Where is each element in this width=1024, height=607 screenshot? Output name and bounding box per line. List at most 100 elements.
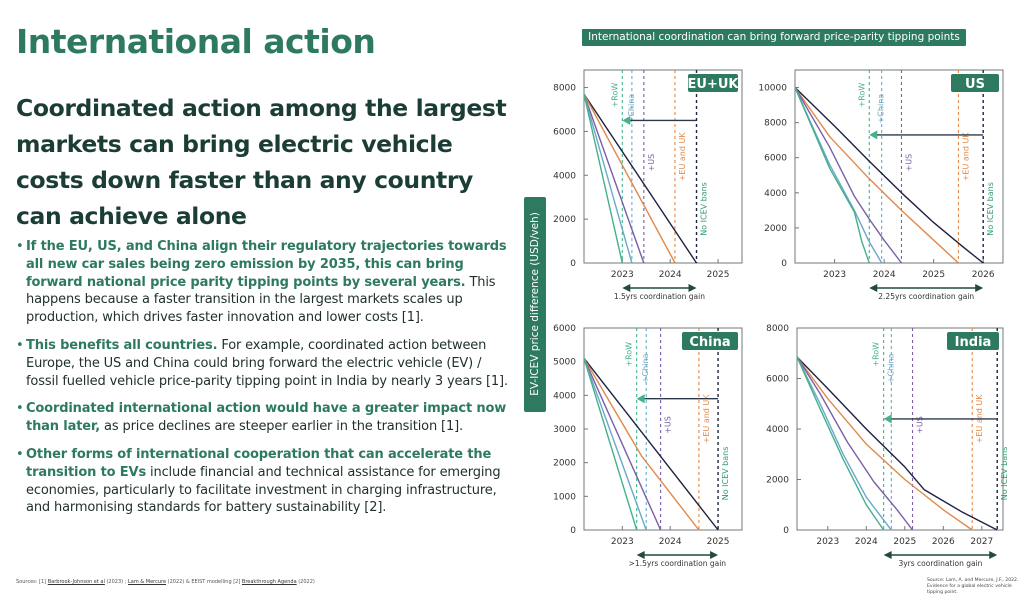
series-line — [583, 93, 645, 264]
x-tick-label: 2026 — [932, 537, 955, 547]
series-line — [583, 358, 638, 531]
bullet-highlight: This benefits all countries. — [26, 337, 218, 353]
tipping-line-label: +RoW — [610, 83, 619, 108]
figure-source-note: Source: Lam, A. and Mercure, J.F., 2022.… — [927, 578, 1019, 595]
series-line — [794, 87, 883, 264]
gain-arrow-right-icon — [975, 284, 984, 292]
y-tick-label: 6000 — [764, 154, 787, 164]
chart-panel-india: 0 2000 4000 6000 8000 2023 2024 2025 2026 2027 +Ro… — [766, 324, 1009, 568]
arrow-head-icon — [883, 414, 892, 424]
y-tick-label: 2000 — [553, 215, 576, 225]
bullet-text: This happens because a faster transition… — [26, 274, 496, 326]
tipping-line-label: +EU and UK — [961, 132, 970, 182]
tipping-line-label: +EU and UK — [702, 394, 711, 444]
tipping-line-label: +RoW — [625, 342, 634, 367]
source-link-barbrook[interactable]: Barbrook-Johnson et al — [47, 579, 105, 585]
bullet-text: include financial and technical assistan… — [26, 464, 501, 516]
y-tick-label: 6000 — [553, 127, 576, 137]
y-tick-label: 2000 — [553, 459, 576, 469]
bullet-item: If the EU, US, and China align their reg… — [16, 238, 516, 327]
tipping-line-label: No ICEV bans — [721, 447, 730, 501]
country-badge — [947, 332, 999, 350]
y-tick-label: 8000 — [553, 84, 576, 94]
series-line — [583, 93, 633, 264]
bullet-item: This benefits all countries. For example… — [16, 337, 516, 390]
tipping-line-label: No ICEV bans — [986, 182, 995, 236]
bullet-text: For example, coordinated action between … — [26, 337, 508, 389]
y-tick-label: 4000 — [553, 171, 576, 181]
tipping-line-label: +US — [647, 154, 656, 172]
series-line — [583, 358, 647, 531]
gain-arrow-right-icon — [710, 551, 719, 559]
y-tick-label: 3000 — [553, 425, 576, 435]
source-link-breakthrough[interactable]: Breakthrough Agenda — [241, 579, 297, 585]
series-line — [794, 87, 959, 264]
y-tick-label: 0 — [783, 526, 789, 536]
x-tick-label: 2025 — [893, 537, 916, 547]
series-line — [583, 358, 662, 531]
chart-panel-us: 0 2000 4000 6000 8000 10000 2023 2024 2025 2026 +R… — [758, 69, 1004, 301]
tipping-line-label: +China — [627, 94, 636, 124]
y-tick-label: 6000 — [553, 324, 576, 334]
bullet-list: If the EU, US, and China align their reg… — [16, 238, 516, 527]
sources-prefix: Sources: [1] — [16, 579, 48, 585]
series-line — [796, 356, 973, 531]
tipping-line-label: +US — [904, 154, 913, 172]
page-subtitle: Coordinated action among the largest mar… — [16, 94, 507, 230]
coordination-gain-label: 1.5yrs coordination gain — [614, 292, 705, 301]
series-line — [583, 357, 719, 531]
sources-footnote: Sources: [1] Barbrook-Johnson et al (202… — [16, 579, 315, 585]
sources-text: (2022) & EEIST modelling [2] — [166, 579, 242, 585]
y-tick-label: 4000 — [764, 189, 787, 199]
series-line — [796, 356, 892, 531]
y-tick-label: 4000 — [766, 425, 789, 435]
y-tick-label: 8000 — [764, 119, 787, 129]
tipping-line-label: +US — [664, 416, 673, 434]
country-badge — [951, 74, 999, 92]
chart-panel-eu-uk: 0 2000 4000 6000 8000 2023 2024 2025 +RoW +China +… — [553, 69, 743, 301]
bullet-item: Other forms of international cooperation… — [16, 446, 516, 517]
gain-arrow-left-icon — [869, 284, 878, 292]
gain-arrow-right-icon — [688, 284, 697, 292]
series-line — [583, 357, 700, 531]
series-line — [796, 356, 885, 531]
plot-frame — [583, 69, 743, 264]
series-line — [794, 87, 903, 264]
arrow-head-icon — [869, 130, 878, 140]
y-tick-label: 0 — [570, 526, 576, 536]
x-tick-label: 2024 — [659, 537, 682, 547]
tipping-line-label: +China — [886, 354, 895, 384]
country-badge-label: US — [965, 77, 985, 92]
series-line — [794, 87, 870, 264]
gain-arrow-right-icon — [989, 551, 998, 559]
y-tick-label: 4000 — [553, 391, 576, 401]
arrow-head-icon — [636, 394, 645, 404]
y-tick-label: 2000 — [766, 476, 789, 486]
bullet-text: as price declines are steeper earlier in… — [100, 419, 464, 435]
y-tick-label: 8000 — [766, 324, 789, 334]
y-tick-label: 0 — [781, 259, 787, 269]
arrow-head-icon — [622, 115, 631, 125]
y-tick-label: 5000 — [553, 358, 576, 368]
series-line — [794, 86, 984, 264]
x-tick-label: 2025 — [707, 537, 730, 547]
tipping-line-label: +EU and UK — [678, 132, 687, 182]
coordination-gain-label: 3yrs coordination gain — [898, 559, 982, 568]
tipping-line-label: +RoW — [857, 83, 866, 108]
bullet-highlight: Other forms of international cooperation… — [26, 446, 492, 480]
country-badge — [682, 332, 738, 350]
x-tick-label: 2023 — [611, 270, 634, 280]
sources-text: (2023) ; — [104, 579, 128, 585]
y-tick-label: 6000 — [766, 375, 789, 385]
gain-arrow-left-icon — [636, 551, 645, 559]
sources-text: (2022) — [296, 579, 315, 585]
y-tick-label: 1000 — [553, 492, 576, 502]
source-link-lam-mercure[interactable]: Lam & Mercure — [127, 579, 167, 585]
country-badge-label: India — [955, 335, 992, 350]
tipping-line-label: +China — [641, 354, 650, 384]
series-line — [583, 93, 676, 264]
y-tick-label: 10000 — [758, 84, 787, 94]
x-tick-label: 2024 — [855, 537, 878, 547]
series-line — [796, 356, 914, 531]
